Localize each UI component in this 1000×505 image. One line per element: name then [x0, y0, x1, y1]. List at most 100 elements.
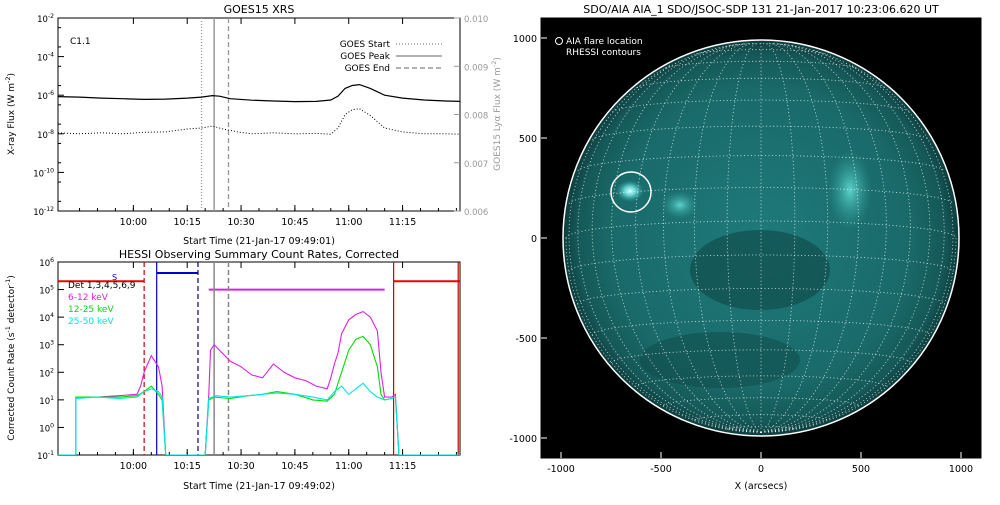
- grid-longitude-line: [663, 42, 762, 433]
- active-region-west: [828, 150, 872, 230]
- aia-legend-flare-location: AIA flare location: [566, 37, 643, 47]
- goes-y-axis-label-end: ): [7, 73, 17, 77]
- hessi-y-tick-label: 101: [39, 395, 54, 407]
- goes-x-tick-label: 10:00: [120, 217, 147, 228]
- goes-x-tick-label: 10:30: [227, 217, 254, 228]
- hessi-y-axis-label-sup2: -1: [4, 279, 12, 285]
- hessi-y-axis-label-end: ): [7, 275, 17, 279]
- aia-y-tick-label: 1000: [513, 34, 537, 45]
- solar-features: [616, 150, 872, 388]
- aia-legend-circle-symbol: [555, 37, 563, 45]
- grid-longitude-line: [577, 49, 762, 433]
- goes-legend-label: GOES Peak: [340, 52, 390, 62]
- hessi-x-tick-label: 11:15: [389, 461, 416, 472]
- goes-y-axis-label-text: X-ray Flux (W m: [7, 83, 17, 155]
- dark-region-center: [690, 230, 830, 310]
- hessi-y-axis-label: Corrected Count Rate (s-1 detector-1): [4, 275, 17, 441]
- flare-brightening: [616, 180, 644, 202]
- grid-latitude-line: [663, 397, 859, 407]
- goes-long-channel-line: [58, 83, 460, 103]
- goes-y2-axis-label-text: GOES15 Lyα Flux (W m: [493, 67, 503, 171]
- hessi-legend: Det 1,3,4,5,6,9 6-12 keV 12-25 keV 25-50 ke…: [68, 281, 136, 327]
- hessi-panel: HESSI Observing Summary Count Rates, Cor…: [4, 248, 461, 492]
- aia-y-tick-label: -1000: [509, 434, 537, 445]
- hessi-legend-label: 25-50 keV: [68, 317, 114, 327]
- hessi-25-50-kev-line: [58, 382, 460, 455]
- goes-y2-tick-label: 0.008: [464, 112, 488, 122]
- hessi-legend-label: Det 1,3,4,5,6,9: [68, 281, 136, 291]
- goes-legend-label: GOES End: [345, 64, 390, 74]
- hessi-legend-label: 6-12 keV: [68, 293, 109, 303]
- goes-y2-axis-label-end: ): [493, 57, 503, 61]
- grid-longitude-line: [726, 42, 762, 433]
- aia-panel: SDO/AIA AIA_1 SDO/JSOC-SDP 131 21-Jan-20…: [509, 3, 982, 492]
- goes-y2-tick-label: 0.010: [464, 15, 488, 25]
- aia-x-axis-label: X (arcsecs): [735, 481, 788, 492]
- goes-short-channel-line: [58, 108, 460, 135]
- aia-y-ticks: 1000 500 0 -500 -1000: [509, 34, 547, 445]
- goes-y-axis-label-sup: -2: [4, 77, 12, 83]
- grid-latitude-line: [636, 77, 886, 89]
- grid-longitude-line: [635, 43, 762, 433]
- goes-y-tick-label: 10-2: [37, 13, 54, 25]
- goes-y-tick-label: 10-4: [37, 52, 54, 64]
- aia-x-tick-label: -500: [650, 464, 672, 475]
- aia-legend: AIA flare location RHESSI contours: [555, 37, 643, 58]
- goes-x-tick-label: 10:15: [174, 217, 201, 228]
- hessi-y-axis-label-mid: detector: [7, 285, 17, 326]
- dark-region-south: [640, 332, 800, 388]
- goes-plot-frame: [57, 17, 461, 212]
- grid-longitude-line: [760, 44, 931, 433]
- grid-longitude-line: [760, 43, 911, 433]
- grid-longitude-line: [760, 49, 945, 433]
- hessi-x-tick-label: 10:15: [174, 461, 201, 472]
- goes-y-ticks: 10-2 10-4 10-6 10-8 10-10 10-12: [33, 13, 64, 218]
- hessi-y-tick-label: 104: [39, 312, 54, 324]
- hessi-s-label: S: [112, 273, 117, 282]
- hessi-legend-label: 12-25 keV: [68, 305, 114, 315]
- aia-x-tick-label: 1000: [949, 464, 973, 475]
- grid-latitude-line: [577, 155, 945, 172]
- goes-y-tick-label: 10-10: [33, 167, 54, 179]
- goes-y-axis-label: X-ray Flux (W m-2): [4, 73, 17, 155]
- grid-latitude-line: [592, 125, 930, 141]
- goes-series: [58, 83, 460, 135]
- hessi-y-tick-label: 105: [39, 285, 54, 297]
- goes-flare-class: C1.1: [70, 37, 91, 47]
- grid-latitude-line: [611, 349, 911, 363]
- hessi-x-tick-label: 10:45: [281, 461, 308, 472]
- hessi-y-axis-label-text: Corrected Count Rate (s: [7, 332, 17, 441]
- hessi-x-tick-label: 10:00: [120, 461, 147, 472]
- grid-longitude-line: [591, 44, 762, 433]
- heliographic-grid: [565, 42, 957, 433]
- hessi-y-axis-label-sup: -1: [4, 326, 12, 332]
- goes-title: GOES15 XRS: [224, 3, 295, 16]
- hessi-vertical-markers: [143, 262, 459, 455]
- hessi-y-tick-label: 100: [39, 422, 54, 434]
- hessi-attenuator-bars: [58, 272, 460, 291]
- goes-y2-tick-label: 0.006: [464, 208, 488, 218]
- aia-y-tick-label: 500: [519, 134, 537, 145]
- hessi-y-tick-label: 103: [39, 340, 54, 352]
- goes-x-tick-label: 11:15: [389, 217, 416, 228]
- grid-longitude-line: [611, 43, 762, 433]
- goes-panel: GOES15 XRS 10:00 10:15 10:30 10:45 11:00 11:1…: [4, 3, 503, 247]
- goes-y-tick-label: 10-12: [33, 206, 54, 218]
- goes-y2-ticks: 0.010 0.009 0.008 0.007 0.006: [454, 15, 488, 218]
- goes-event-markers: [200, 18, 230, 211]
- grid-latitude-line: [664, 60, 858, 69]
- goes-y-tick-label: 10-8: [37, 129, 54, 141]
- goes-x-tick-label: 11:00: [335, 217, 362, 228]
- hessi-x-tick-label: 11:00: [335, 461, 362, 472]
- hessi-x-axis-label: Start Time (21-Jan-17 09:49:02): [183, 481, 335, 492]
- hessi-title: HESSI Observing Summary Count Rates, Cor…: [119, 248, 399, 261]
- hessi-y-tick-label: 102: [39, 367, 54, 379]
- solar-limb: [562, 39, 960, 437]
- aia-x-tick-label: 0: [758, 464, 764, 475]
- aia-y-tick-label: -500: [515, 334, 537, 345]
- hessi-y-tick-label: 106: [39, 257, 54, 269]
- grid-latitude-line: [612, 99, 910, 113]
- grid-longitude-line: [760, 42, 859, 433]
- goes-legend-label: GOES Start: [340, 40, 391, 50]
